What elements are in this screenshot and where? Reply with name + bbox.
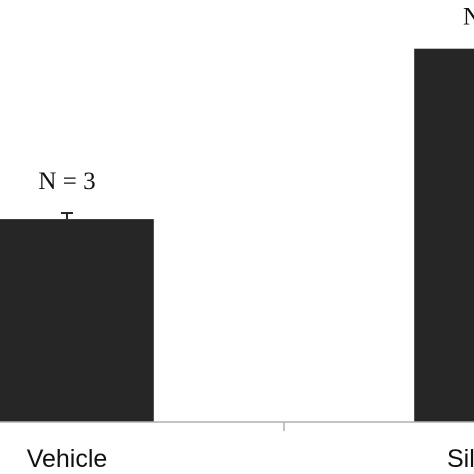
x-tick-label: Sil [447,445,474,473]
bar [0,219,154,422]
annotation: N = 3 [38,168,95,195]
bar [414,48,474,422]
annotation: N [463,4,474,31]
x-tick-label: Vehicle [27,445,108,473]
